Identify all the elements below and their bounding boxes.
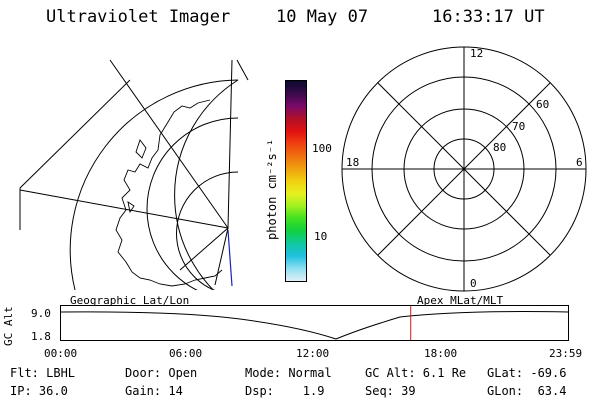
door-status: Door: Open xyxy=(125,366,198,380)
meridian-line xyxy=(227,59,233,229)
timeline-y-tick-bottom: 1.8 xyxy=(31,330,51,343)
colorbar xyxy=(285,80,307,282)
meridian-line xyxy=(179,227,229,271)
timeline-x-tick-1200: 12:00 xyxy=(296,347,330,360)
timeline-right-caption: Apex MLat/MLT xyxy=(417,294,504,307)
lat-label-80: 80 xyxy=(493,141,507,154)
app-title: Ultraviolet Imager xyxy=(46,7,231,27)
timeline-y-axis-label: GC Alt xyxy=(2,306,15,346)
polar-grid-panel xyxy=(341,46,587,292)
grid-diagonal xyxy=(377,82,551,256)
altitude-curve xyxy=(60,311,569,340)
meridian-line xyxy=(236,59,249,81)
colorbar-unit-label: photon cm⁻²s⁻¹ xyxy=(265,138,279,240)
gc-alt-status: GC Alt: 6.1 Re xyxy=(365,366,467,380)
timeline-left-caption: Geographic Lat/Lon xyxy=(70,294,190,307)
latitude-circle xyxy=(69,79,239,290)
timeline-x-tick-0000: 00:00 xyxy=(44,347,78,360)
timeline-y-tick-top: 9.0 xyxy=(31,307,51,320)
filter-status: Flt: LBHL xyxy=(10,366,76,380)
colorbar-tick-10: 10 xyxy=(314,230,328,243)
colorbar-tick-100: 100 xyxy=(312,142,332,155)
mlt-label-18: 18 xyxy=(346,156,360,169)
timeline-plot xyxy=(60,305,569,341)
meridian-line xyxy=(214,227,229,286)
latitude-circle xyxy=(174,79,239,290)
timeline-x-tick-1800: 18:00 xyxy=(424,347,458,360)
glon-status: GLon: 63.4 xyxy=(487,384,567,398)
glat-status: GLat: -69.6 xyxy=(487,366,567,380)
gain-status: Gain: 14 xyxy=(125,384,183,398)
dsp-status: Dsp: 1.9 xyxy=(245,384,325,398)
meridian-line xyxy=(109,59,229,229)
mlt-label-12: 12 xyxy=(470,47,484,60)
time-label: 16:33:17 UT xyxy=(432,7,545,27)
date-label: 10 May 07 xyxy=(276,7,369,27)
ip-status: IP: 36.0 xyxy=(10,384,68,398)
mlt-label-0: 0 xyxy=(470,277,477,290)
lat-label-70: 70 xyxy=(512,120,526,133)
timeline-x-tick-0600: 06:00 xyxy=(169,347,203,360)
geographic-map-panel xyxy=(19,59,249,290)
lat-label-60: 60 xyxy=(536,98,550,111)
timeline-frame xyxy=(60,305,569,341)
meridian-line xyxy=(19,189,229,229)
latitude-circle xyxy=(176,171,239,290)
mlt-label-6: 6 xyxy=(576,156,583,169)
seq-status: Seq: 39 xyxy=(365,384,416,398)
meridian-line xyxy=(19,79,131,189)
coastline xyxy=(135,139,147,159)
satellite-track xyxy=(227,229,233,287)
timeline-x-tick-2359: 23:59 xyxy=(549,347,583,360)
coastline xyxy=(115,99,223,287)
latitude-circle xyxy=(146,117,239,290)
coastline xyxy=(127,201,135,214)
mode-status: Mode: Normal xyxy=(245,366,332,380)
